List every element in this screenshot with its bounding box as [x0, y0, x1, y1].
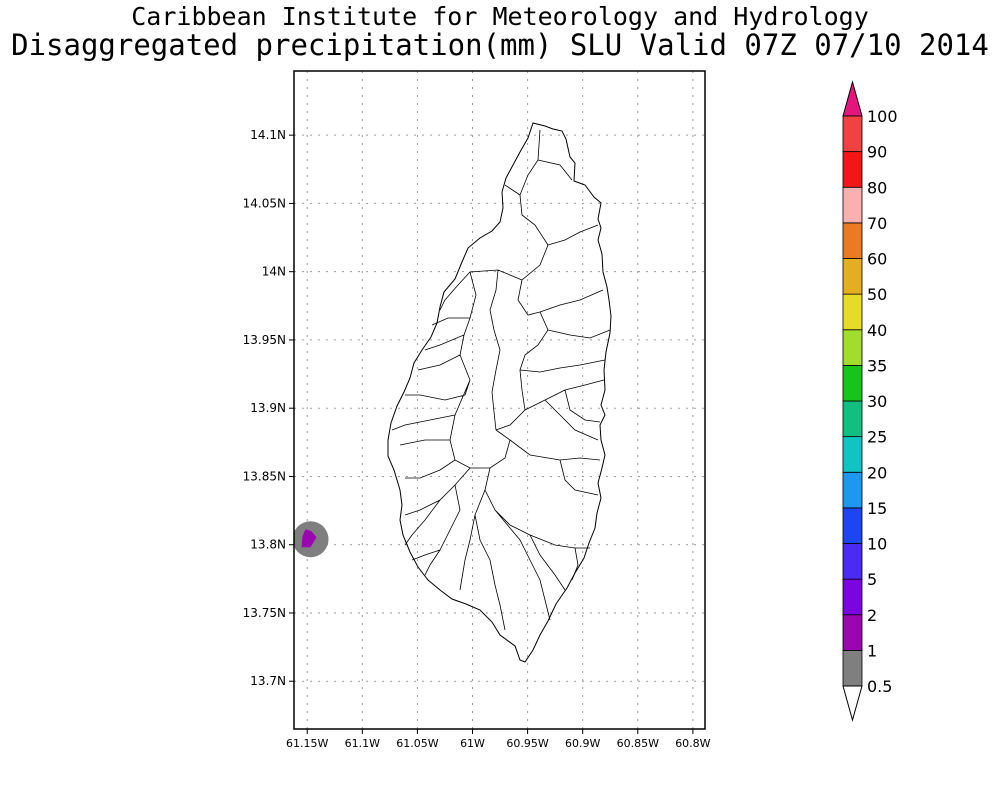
lon-tick-label: 60.8W [675, 737, 710, 750]
colorbar-bottom-arrow [842, 685, 863, 722]
lat-tick-label: 13.8N [250, 538, 286, 552]
map-subtitle: Disaggregated precipitation(mm) SLU Vali… [11, 28, 989, 62]
colorbar-label: 100 [867, 107, 898, 126]
colorbar-swatch [842, 364, 863, 402]
watershed-boundaries [391, 129, 611, 631]
colorbar-swatch [842, 614, 863, 651]
axis-ticks: 61.15W 61.1W 61.05W 61W 60.95W 60.9W 60.85W 60.… [243, 128, 711, 750]
island-outline [387, 122, 612, 663]
colorbar-label: 1 [867, 641, 877, 660]
colorbar-label: 25 [867, 428, 887, 447]
lat-tick-label: 13.75N [243, 606, 286, 620]
colorbar-swatch [842, 151, 863, 188]
lon-tick-label: 61W [460, 737, 485, 750]
map-title: Caribbean Institute for Meteorology and … [131, 2, 869, 31]
colorbar-swatch [842, 649, 863, 687]
colorbar-swatch [842, 329, 863, 366]
colorbar-label: 20 [867, 463, 887, 482]
colorbar-top-arrow [842, 80, 863, 117]
colorbar-label: 0.5 [867, 677, 892, 696]
colorbar-swatch [842, 578, 863, 616]
lon-tick-label: 60.85W [617, 737, 659, 750]
colorbar-swatch [842, 400, 863, 438]
colorbar-label: 30 [867, 392, 887, 411]
colorbar-swatch [842, 186, 863, 224]
lat-tick-label: 13.95N [243, 333, 286, 347]
colorbar-label: 35 [867, 356, 887, 375]
lat-tick-label: 13.85N [243, 469, 286, 483]
colorbar-label: 50 [867, 285, 887, 304]
grid-lines [294, 71, 705, 729]
colorbar-label: 2 [867, 606, 877, 625]
colorbar-swatch [842, 436, 863, 473]
colorbar-label: 60 [867, 250, 887, 269]
lon-tick-label: 61.05W [396, 737, 438, 750]
precip-inner-area [301, 529, 317, 548]
colorbar-label: 5 [867, 570, 877, 589]
colorbar-label: 15 [867, 499, 887, 518]
lon-tick-label: 60.95W [506, 737, 548, 750]
lat-tick-label: 14.05N [243, 196, 286, 210]
lon-tick-label: 61.15W [286, 737, 328, 750]
st-lucia-coastline [387, 122, 612, 663]
colorbar-label: 40 [867, 321, 887, 340]
colorbar-swatch [842, 115, 863, 153]
colorbar-swatch [842, 258, 863, 295]
colorbar-label: 80 [867, 178, 887, 197]
lat-tick-label: 14N [262, 265, 286, 279]
colorbar-swatch [842, 222, 863, 259]
colorbar-swatch [842, 471, 863, 509]
colorbar-label: 70 [867, 214, 887, 233]
lat-tick-label: 14.1N [250, 128, 286, 142]
precip-feature [294, 521, 329, 558]
colorbar-label: 90 [867, 143, 887, 162]
map-frame [293, 70, 706, 730]
colorbar-swatch [842, 293, 863, 331]
colorbar-label: 10 [867, 535, 887, 554]
colorbar-swatch [842, 507, 863, 544]
colorbar-swatch [842, 543, 863, 580]
lat-tick-label: 13.7N [250, 674, 286, 688]
lon-tick-label: 60.9W [565, 737, 600, 750]
lon-tick-label: 61.1W [345, 737, 380, 750]
lat-tick-label: 13.9N [250, 401, 286, 415]
